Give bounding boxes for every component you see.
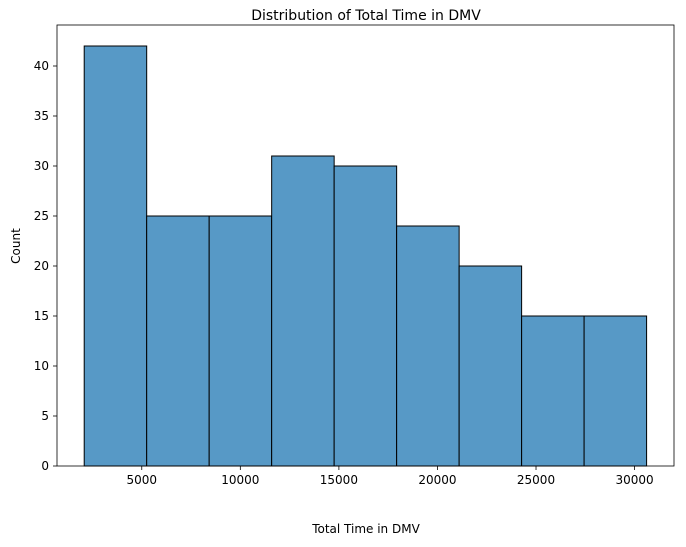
histogram-bar-8 bbox=[521, 315, 585, 467]
plot-frame bbox=[56, 24, 675, 467]
y-tick-label: 35 bbox=[34, 109, 49, 123]
y-tick-label: 30 bbox=[34, 159, 49, 173]
histogram-bar-7 bbox=[458, 265, 523, 467]
x-tick-label: 20000 bbox=[418, 473, 456, 487]
x-axis-label: Total Time in DMV bbox=[311, 522, 420, 536]
x-tick-label: 25000 bbox=[517, 473, 555, 487]
bars-layer bbox=[83, 45, 648, 467]
x-tick-label: 5000 bbox=[126, 473, 157, 487]
histogram-bar-1 bbox=[83, 45, 148, 467]
y-tick-label: 15 bbox=[34, 309, 49, 323]
y-axis: 0 5 10 15 20 25 30 35 40 bbox=[34, 59, 57, 473]
histogram-bar-4 bbox=[271, 155, 335, 467]
histogram-bar-6 bbox=[396, 225, 460, 467]
x-tick-label: 15000 bbox=[320, 473, 358, 487]
histogram-bar-5 bbox=[333, 165, 398, 467]
y-tick-label: 10 bbox=[34, 359, 49, 373]
chart-title: Distribution of Total Time in DMV bbox=[251, 8, 481, 24]
y-axis-label: Count bbox=[9, 228, 23, 264]
x-tick-label: 10000 bbox=[221, 473, 259, 487]
y-tick-label: 0 bbox=[41, 459, 49, 473]
y-tick-label: 25 bbox=[34, 209, 49, 223]
x-tick-label: 30000 bbox=[615, 473, 653, 487]
histogram-bar-9 bbox=[583, 315, 648, 467]
y-tick-label: 5 bbox=[41, 409, 49, 423]
y-tick-label: 20 bbox=[34, 259, 49, 273]
x-axis: 5000 10000 15000 20000 25000 30000 bbox=[126, 466, 654, 487]
histogram-bar-3 bbox=[208, 215, 273, 467]
y-tick-label: 40 bbox=[34, 59, 49, 73]
histogram-bar-2 bbox=[146, 215, 210, 467]
